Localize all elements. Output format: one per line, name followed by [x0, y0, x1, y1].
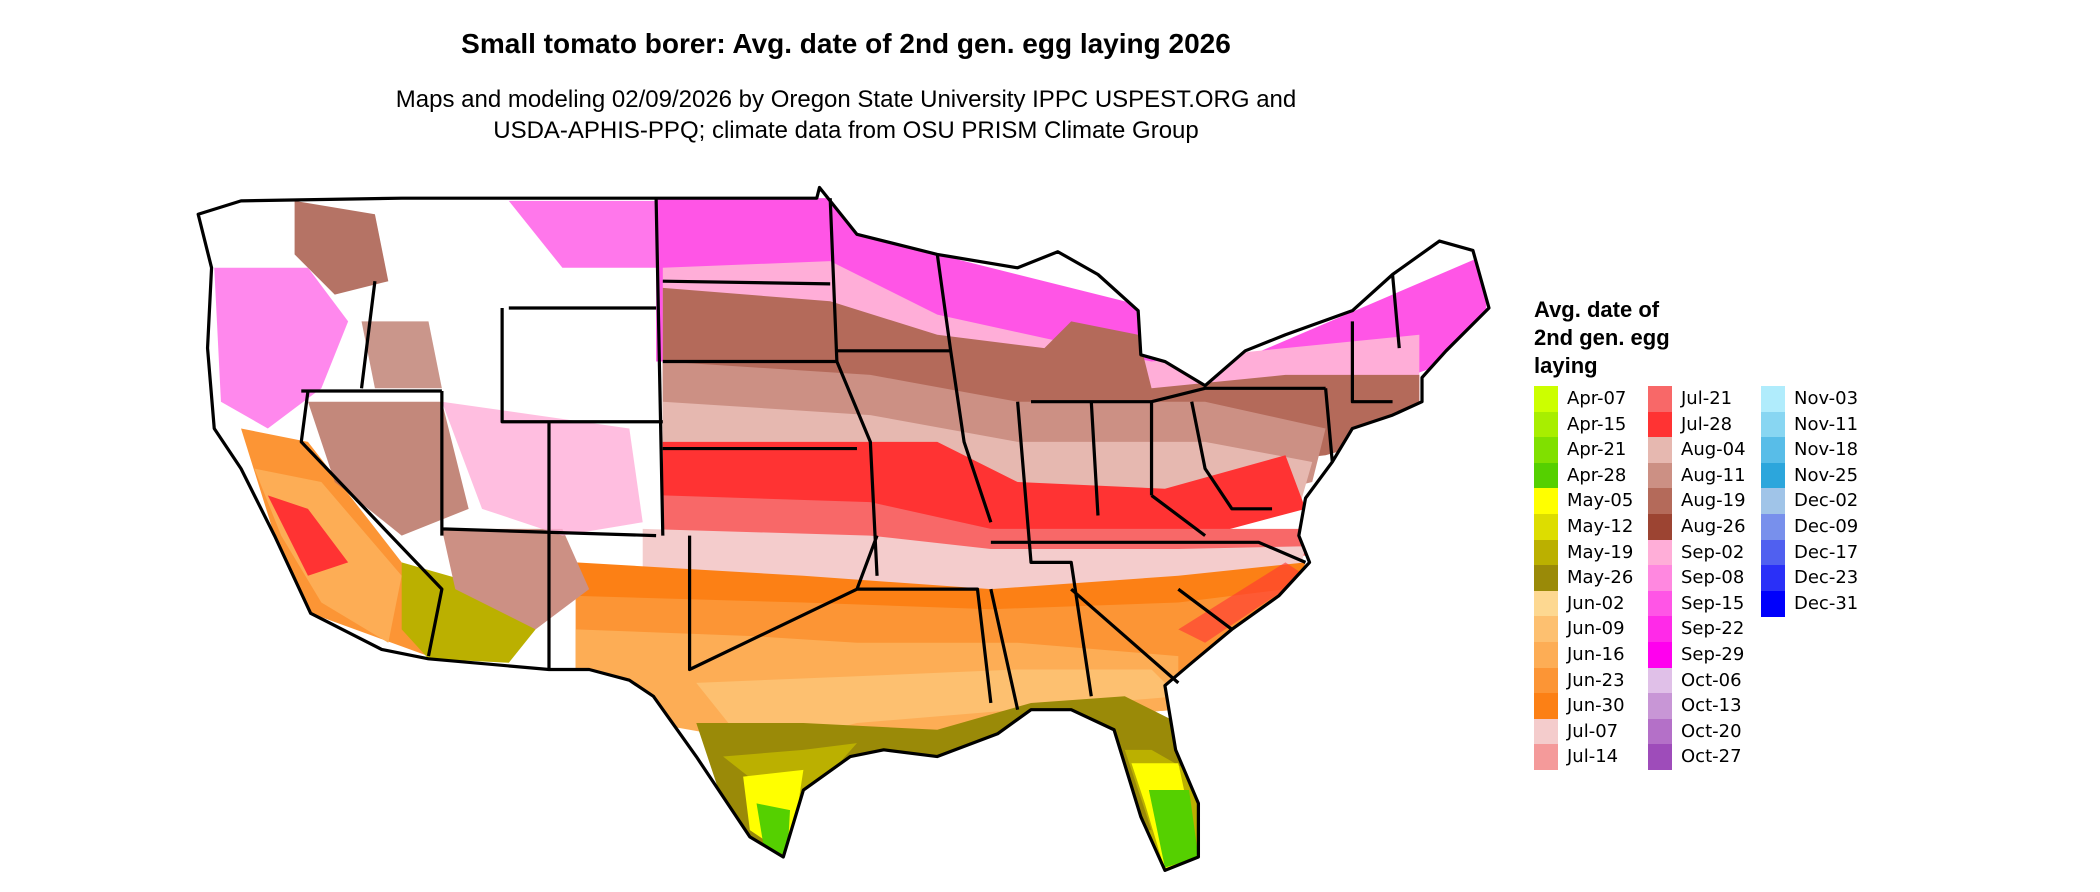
legend-swatch: [1534, 616, 1558, 643]
legend-swatch: [1761, 462, 1785, 489]
legend-swatch: [1534, 411, 1558, 438]
legend-label: Oct-06: [1681, 669, 1742, 691]
legend-label: Sep-22: [1681, 618, 1745, 640]
legend-label: Sep-29: [1681, 644, 1745, 665]
legend-title-line-1: Avg. date of: [1534, 297, 1660, 322]
legend-swatch: [1648, 744, 1672, 771]
legend-label: May-19: [1567, 541, 1634, 563]
legend-label: Nov-11: [1794, 413, 1859, 435]
legend-label: Jun-02: [1567, 592, 1625, 614]
legend-label: May-26: [1567, 567, 1634, 589]
legend-swatch: [1648, 386, 1672, 412]
legend-label: Dec-09: [1794, 516, 1859, 537]
legend-label: May-12: [1567, 516, 1634, 537]
legend-label: Sep-15: [1681, 592, 1745, 614]
legend-label: Sep-08: [1681, 567, 1745, 589]
legend-swatch: [1648, 718, 1672, 745]
legend-swatch: [1648, 514, 1672, 540]
legend-label: Oct-20: [1681, 720, 1742, 742]
legend-swatch: [1534, 642, 1558, 668]
legend-swatch: [1648, 462, 1672, 489]
legend-label: May-05: [1567, 490, 1634, 512]
legend-label: Apr-15: [1567, 413, 1627, 435]
legend-swatch: [1648, 667, 1672, 694]
legend-label: Jul-21: [1681, 388, 1733, 409]
legend-label: Jul-28: [1681, 413, 1733, 435]
legend-swatch: [1648, 539, 1672, 566]
legend-label: Aug-26: [1681, 516, 1746, 537]
legend-title-line-3: laying: [1534, 353, 1598, 378]
legend-swatch: [1534, 744, 1558, 771]
legend-swatch: [1534, 718, 1558, 745]
legend-label: Aug-19: [1681, 490, 1746, 512]
legend-swatch: [1648, 693, 1672, 720]
legend-label: Aug-04: [1681, 439, 1746, 461]
legend-label: Nov-03: [1794, 388, 1859, 409]
legend-swatch: [1761, 488, 1785, 515]
legend-label: Dec-31: [1794, 592, 1859, 614]
legend-label: Sep-02: [1681, 541, 1745, 563]
legend-swatch: [1534, 462, 1558, 489]
legend-swatch: [1534, 437, 1558, 464]
legend-label: Oct-27: [1681, 746, 1742, 768]
legend-swatch: [1534, 590, 1558, 617]
legend-label: Jun-09: [1567, 618, 1625, 640]
legend-swatch: [1761, 386, 1785, 412]
legend-label: Apr-21: [1567, 439, 1627, 461]
legend-swatch: [1534, 539, 1558, 566]
map-title: Small tomato borer: Avg. date of 2nd gen…: [461, 28, 1231, 59]
legend-label: Nov-18: [1794, 439, 1859, 461]
legend-label: Dec-23: [1794, 567, 1859, 589]
legend-swatch: [1648, 437, 1672, 464]
legend-label: Jun-16: [1567, 644, 1625, 665]
legend-label: Aug-11: [1681, 464, 1746, 486]
legend-label: Nov-25: [1794, 464, 1859, 486]
legend-swatch: [1761, 539, 1785, 566]
legend-swatch: [1761, 411, 1785, 438]
legend-swatch: [1534, 488, 1558, 515]
map-subtitle-line-2: USDA-APHIS-PPQ; climate data from OSU PR…: [493, 117, 1199, 144]
legend-label: Dec-17: [1794, 541, 1859, 563]
map-subtitle-line-1: Maps and modeling 02/09/2026 by Oregon S…: [395, 86, 1297, 113]
legend-swatch: [1648, 411, 1672, 438]
legend-swatch: [1761, 565, 1785, 592]
legend-title: Avg. date of 2nd gen. egg laying: [1534, 296, 1734, 380]
legend-label: Jun-30: [1567, 695, 1625, 717]
state-boundaries: [196, 185, 1491, 872]
legend-swatch: [1648, 616, 1672, 643]
legend-label: Apr-28: [1567, 464, 1627, 486]
legend-label: Dec-02: [1794, 490, 1859, 512]
legend-swatch: [1534, 386, 1558, 412]
legend-swatch: [1648, 642, 1672, 668]
legend-swatch: [1761, 437, 1785, 464]
legend-label: Oct-13: [1681, 695, 1742, 717]
legend-swatch: [1648, 590, 1672, 617]
legend-label: Jul-14: [1567, 746, 1619, 768]
legend-label: Apr-07: [1567, 388, 1627, 409]
legend-label: Jun-23: [1567, 669, 1625, 691]
legend-swatch: [1648, 565, 1672, 592]
legend-swatch: [1534, 693, 1558, 720]
legend-swatch: [1761, 514, 1785, 540]
legend-swatch: [1648, 488, 1672, 515]
legend-title-line-2: 2nd gen. egg: [1534, 325, 1670, 350]
legend-swatch: [1534, 667, 1558, 694]
legend-swatch: [1534, 514, 1558, 540]
legend-swatch: [1534, 565, 1558, 592]
legend-swatch: [1761, 590, 1785, 617]
legend-label: Jul-07: [1567, 720, 1619, 742]
